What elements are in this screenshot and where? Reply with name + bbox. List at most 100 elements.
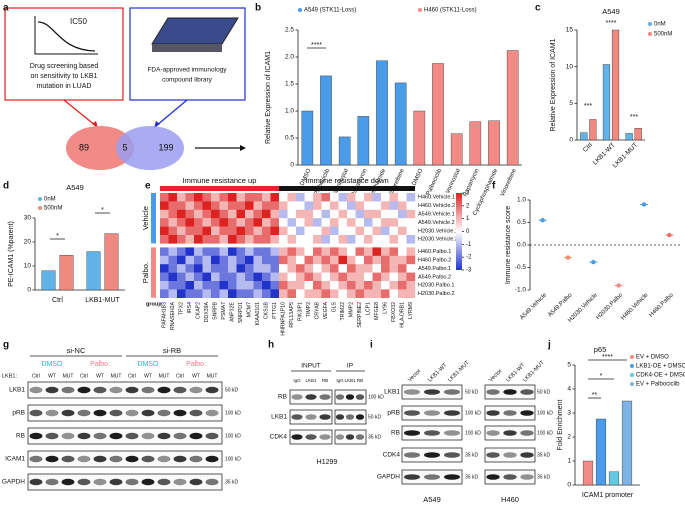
heat-cell bbox=[168, 209, 178, 219]
heat-cell bbox=[304, 235, 314, 244]
bar bbox=[580, 132, 588, 141]
panel-label: a bbox=[3, 3, 9, 14]
colorbar-label: -1 bbox=[466, 242, 472, 248]
chart-title: A549 bbox=[602, 7, 620, 16]
heat-cell bbox=[406, 281, 416, 290]
gene-label: MCM7 bbox=[247, 302, 253, 317]
blot-frame bbox=[289, 409, 333, 425]
venn-count: 199 bbox=[158, 142, 173, 152]
legend-label: EV + DMSO bbox=[636, 355, 669, 361]
y-tick-label: -0.5 bbox=[515, 264, 527, 271]
cell-line: A549 bbox=[423, 495, 441, 504]
heat-cell bbox=[321, 235, 331, 244]
heat-cell bbox=[389, 209, 399, 219]
heat-cell bbox=[211, 193, 220, 202]
heat-cell bbox=[347, 226, 356, 236]
x-tick-label: A549.Vehicle bbox=[519, 292, 548, 321]
treatment-label: Palbo. bbox=[186, 361, 206, 368]
x-tick-label: Ctrl bbox=[582, 141, 594, 153]
box-text: mutation in LUAD bbox=[37, 83, 92, 90]
kd-label: 50 kD bbox=[537, 389, 550, 395]
blot-frame bbox=[27, 381, 223, 399]
blot-band bbox=[125, 432, 139, 440]
venn-left bbox=[66, 126, 134, 170]
heat-cell bbox=[185, 226, 195, 236]
heat-cell bbox=[338, 218, 348, 227]
heat-cell bbox=[355, 264, 365, 273]
heat-cell bbox=[168, 255, 178, 265]
blot-band bbox=[291, 434, 303, 440]
blot-band bbox=[486, 474, 500, 480]
y-axis-label: PE-ICAM1 (%parent) bbox=[8, 221, 15, 287]
significance: **** bbox=[606, 20, 617, 27]
heat-cell bbox=[185, 289, 195, 298]
heat-cell bbox=[185, 281, 195, 290]
lane-label: LKB1 bbox=[344, 378, 356, 383]
heat-cell bbox=[355, 235, 365, 244]
lane-label: MUT bbox=[159, 373, 170, 379]
heat-cell bbox=[287, 209, 297, 219]
blot-band bbox=[61, 409, 75, 417]
lane-label: Vector bbox=[488, 368, 503, 383]
heat-cell bbox=[389, 272, 399, 282]
heat-cell bbox=[168, 247, 178, 256]
heat-cell bbox=[406, 193, 416, 202]
heat-cell bbox=[228, 272, 237, 282]
heat-cell bbox=[287, 281, 297, 290]
blot-band bbox=[355, 414, 365, 420]
heat-cell bbox=[202, 255, 212, 265]
gene-label: GLS bbox=[332, 301, 338, 312]
kd-label: 100 kD bbox=[225, 410, 241, 416]
heat-cell bbox=[236, 235, 246, 244]
blot-band bbox=[205, 432, 219, 440]
heat-cell bbox=[262, 289, 271, 298]
blot-band bbox=[93, 409, 107, 417]
heat-cell bbox=[313, 226, 322, 236]
blot-band bbox=[486, 410, 500, 416]
y-tick-label: 2.0 bbox=[285, 54, 294, 61]
heat-cell bbox=[389, 264, 399, 273]
heat-cell bbox=[168, 281, 178, 290]
blot-band bbox=[404, 410, 420, 416]
kd-label: 100 kD bbox=[465, 430, 481, 436]
gene-label: IRS4 bbox=[187, 302, 193, 314]
heat-cell bbox=[185, 255, 195, 265]
heat-cell bbox=[185, 209, 195, 219]
heat-cell bbox=[253, 264, 263, 273]
heat-cell bbox=[236, 247, 246, 256]
heat-cell bbox=[211, 247, 220, 256]
heat-cell bbox=[330, 255, 339, 265]
heat-cell bbox=[330, 209, 339, 219]
heat-cell bbox=[355, 193, 365, 202]
cell-line: H1299 bbox=[317, 459, 338, 466]
heat-cell bbox=[245, 264, 254, 273]
heat-cell bbox=[321, 289, 331, 298]
heat-cell bbox=[177, 218, 186, 227]
heat-cell bbox=[211, 281, 220, 290]
heat-cell bbox=[177, 201, 186, 210]
heat-cell bbox=[287, 201, 297, 210]
heat-cell bbox=[364, 281, 373, 290]
heat-cell bbox=[330, 289, 339, 298]
heat-cell bbox=[245, 226, 254, 236]
row-label: H2030.Palbo.2 bbox=[418, 291, 454, 297]
heat-cell bbox=[372, 235, 382, 244]
heat-cell bbox=[398, 264, 407, 273]
heat-cell bbox=[347, 193, 356, 202]
y-tick-label: -1.0 bbox=[515, 287, 527, 294]
heat-cell bbox=[228, 235, 237, 244]
x-tick-label: Vorinostat bbox=[445, 168, 462, 195]
legend-label: 0nM bbox=[654, 22, 666, 28]
heat-cell bbox=[296, 193, 305, 202]
heat-cell bbox=[398, 289, 407, 298]
heat-cell bbox=[321, 272, 331, 282]
kd-label: 50 kD bbox=[225, 387, 238, 393]
heat-cell bbox=[245, 218, 254, 227]
blot-band bbox=[45, 455, 59, 463]
heat-cell bbox=[270, 201, 280, 210]
blot-header: IP bbox=[347, 363, 353, 370]
heat-cell bbox=[168, 235, 178, 244]
heat-cell bbox=[236, 255, 246, 265]
blot-band bbox=[157, 432, 171, 440]
blot-band bbox=[93, 455, 107, 463]
